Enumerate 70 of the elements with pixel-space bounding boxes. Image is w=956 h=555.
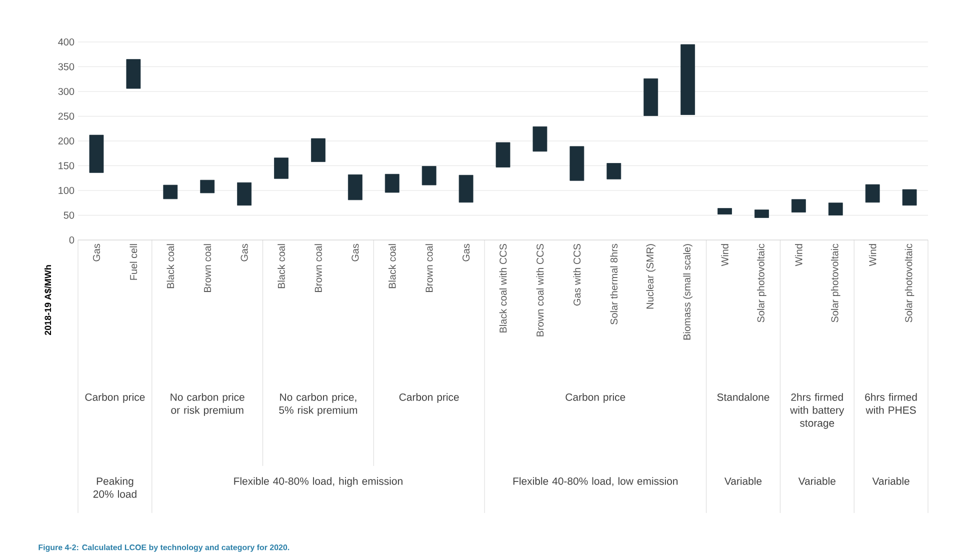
bar (791, 199, 806, 212)
bar (422, 166, 436, 186)
text: Variable (724, 477, 762, 485)
bar (126, 59, 141, 89)
y-tick-label: 300 (58, 88, 74, 96)
bar (902, 189, 917, 206)
bar (644, 78, 658, 116)
x-tick-label: Black coal (278, 244, 285, 288)
bar (865, 184, 880, 203)
text: Standalone (717, 393, 770, 401)
y-tick-label: 250 (58, 112, 74, 120)
text: Carbon price (399, 393, 459, 403)
x-tick-label: Solar photovoltaic (904, 244, 914, 322)
x-tick-label: Solar thermal 8hrs (610, 244, 618, 324)
bar (718, 208, 732, 214)
text: 6hrs firmed with PHES (865, 393, 917, 414)
x-tick-label: Black coal with CCS (499, 244, 507, 332)
y-tick-label: 0 (69, 236, 74, 244)
x-tick-label: Wind (795, 244, 802, 266)
y-tick-label: 100 (58, 186, 74, 194)
bar (348, 174, 362, 200)
bar (532, 126, 548, 152)
text: Flexible 40-80% load, low emission (513, 477, 678, 486)
bar (458, 174, 474, 203)
x-tick-label: Solar photovoltaic (757, 244, 766, 322)
x-tick-label: Gas (92, 244, 100, 262)
x-tick-label: Solar photovoltaic (830, 244, 840, 322)
y-tick-label: 150 (58, 162, 74, 170)
x-tick-label: Black coal (166, 244, 174, 288)
bar (311, 138, 326, 162)
text: 2hrs firmed with battery storage (790, 393, 844, 429)
x-tick-label: Gas (462, 244, 470, 262)
text: Carbon price (566, 393, 626, 403)
x-tick-label: Nuclear (SMR) (646, 244, 656, 309)
bar (828, 202, 843, 216)
x-tick-label: Fuel cell (130, 244, 138, 280)
x-tick-label: Black coal (388, 244, 396, 288)
x-tick-label: Brown coal with CCS (536, 244, 544, 336)
text: Flexible 40-80% load, high emission (234, 477, 402, 487)
x-tick-label: Wind (868, 244, 876, 266)
x-tick-label: Gas with CCS (573, 244, 581, 306)
text: Peaking 20% load (93, 477, 136, 498)
y-tick-label: 400 (58, 38, 74, 46)
x-tick-label: Brown coal (204, 244, 212, 292)
bar (200, 180, 215, 194)
bar (384, 174, 400, 193)
bar (496, 142, 510, 168)
bar (754, 210, 769, 218)
bar (163, 184, 178, 200)
y-axis-title: 2018-19 A$/MWh (44, 265, 52, 336)
bar (570, 146, 584, 181)
x-tick-label: Biomass (small scale) (683, 244, 692, 340)
bar (606, 163, 622, 180)
text: No carbon price or risk premium (170, 393, 244, 416)
x-tick-label: Brown coal (314, 244, 322, 292)
text: Variable (872, 477, 910, 485)
text: No carbon price, 5% risk premium (279, 393, 358, 416)
y-tick-label: 200 (58, 137, 74, 145)
x-tick-label: Brown coal (425, 244, 433, 292)
bar (237, 182, 252, 206)
bar (89, 134, 104, 173)
x-tick-label: Wind (721, 244, 728, 266)
y-tick-label: 50 (64, 212, 74, 219)
bar (274, 158, 288, 179)
text: Variable (798, 477, 836, 485)
x-tick-label: Gas (352, 244, 359, 262)
bar (680, 44, 695, 115)
y-tick-label: 350 (58, 63, 74, 70)
x-tick-label: Gas (240, 244, 248, 262)
text: Carbon price (85, 393, 145, 403)
